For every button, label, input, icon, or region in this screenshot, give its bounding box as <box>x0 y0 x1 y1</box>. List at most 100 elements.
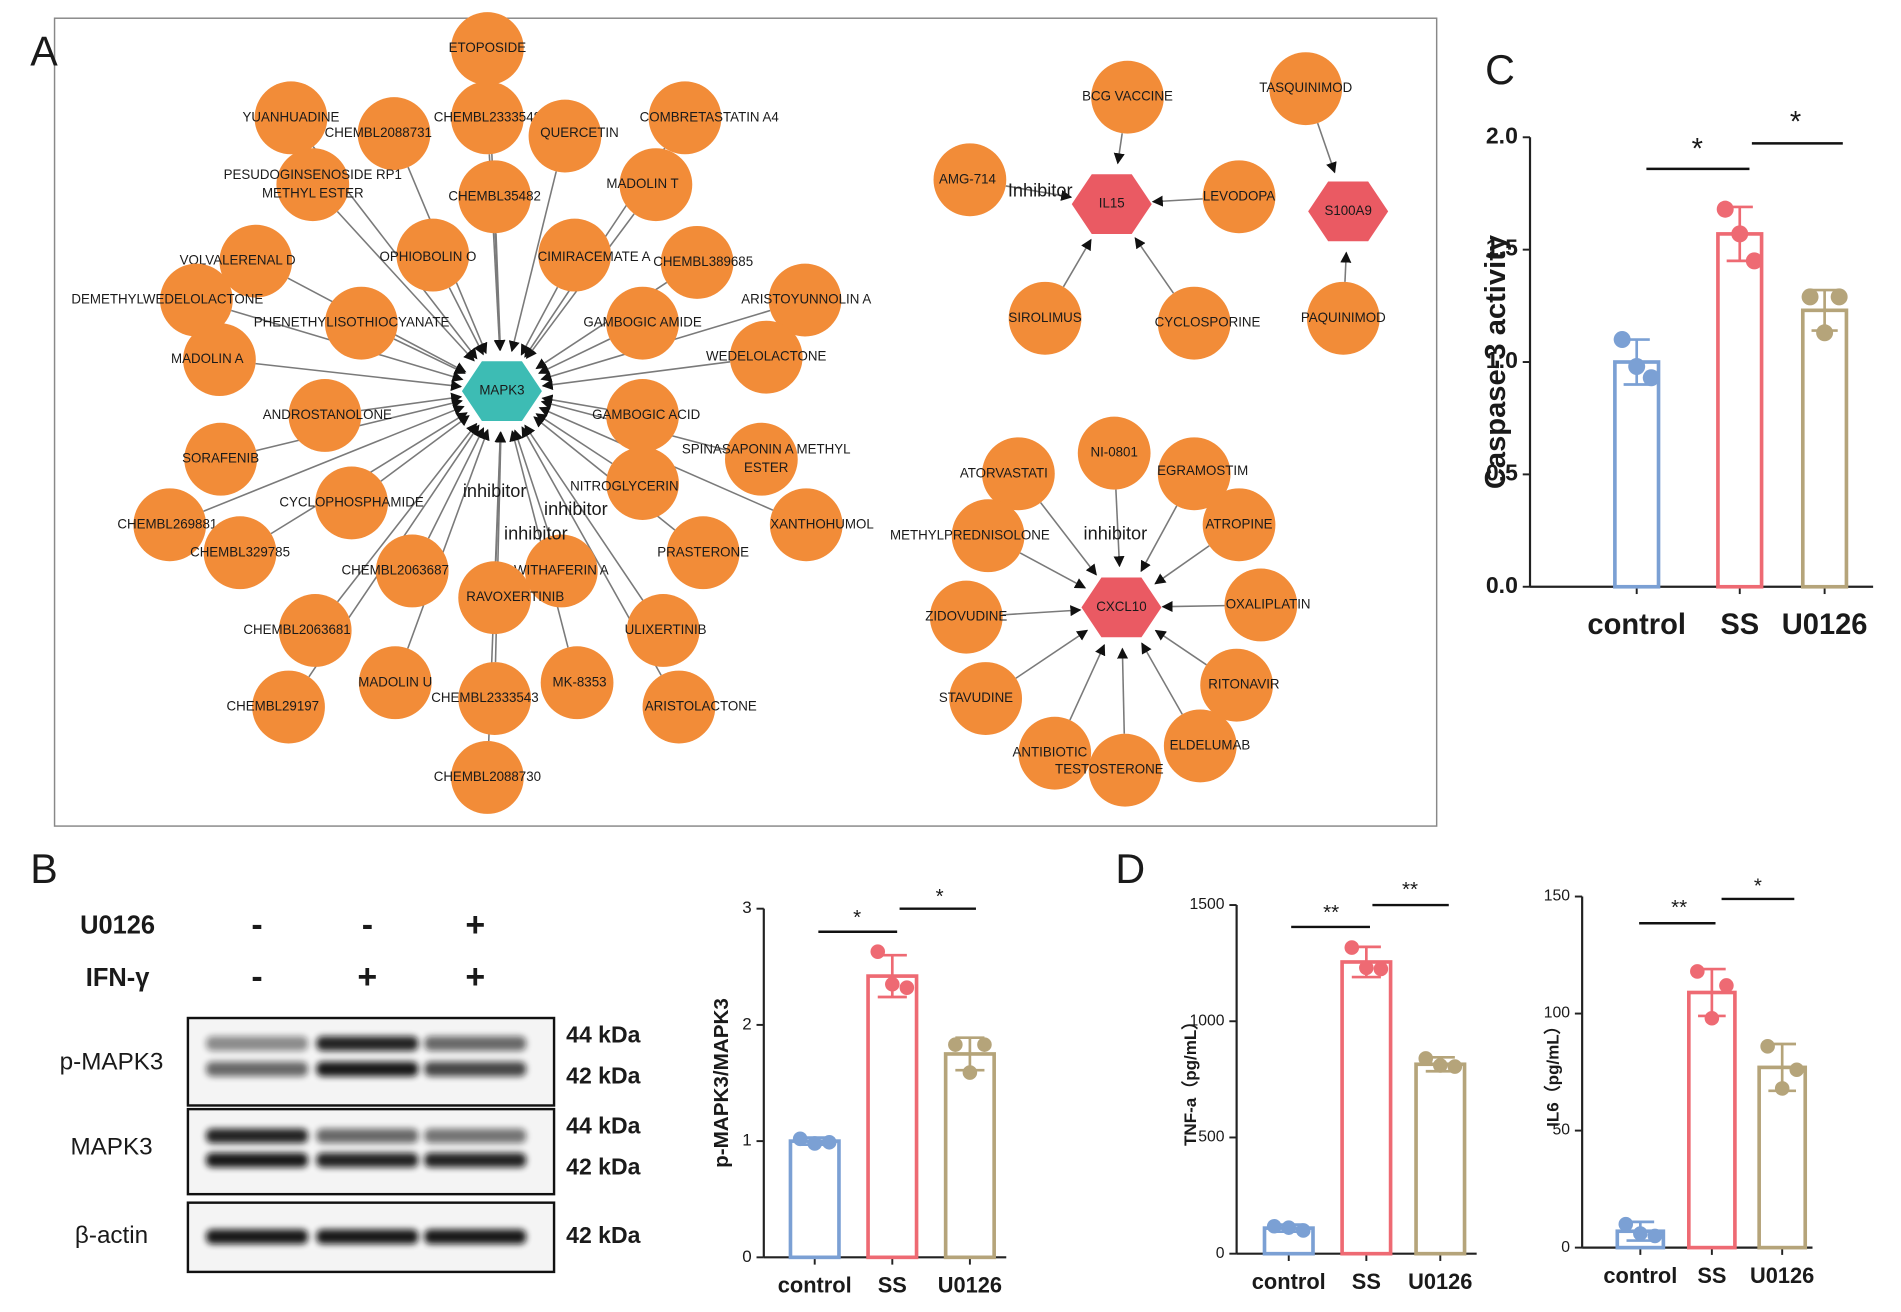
data-point <box>977 1037 992 1052</box>
data-point <box>1296 1223 1311 1238</box>
drug-node <box>524 534 598 608</box>
data-point <box>885 976 900 992</box>
drug-label: SORAFENIB <box>182 451 259 466</box>
treatment-sign: - <box>362 906 373 944</box>
drug-node <box>375 534 449 608</box>
target-node <box>1081 577 1162 638</box>
edge <box>1134 237 1175 294</box>
edge <box>1040 502 1097 576</box>
data-point <box>1266 1218 1282 1234</box>
edge <box>1062 238 1092 288</box>
drug-node <box>1163 709 1237 783</box>
drug-node <box>769 488 843 562</box>
y-axis-label: TNF-a（pg/mL） <box>1180 1013 1200 1146</box>
edge <box>1141 642 1183 715</box>
x-tick-label: control <box>1603 1263 1677 1288</box>
bar <box>1716 232 1764 589</box>
treatment-label: IFN-γ <box>86 964 150 992</box>
blot-band <box>424 1128 527 1144</box>
blot-size-label: 42 kDa <box>566 1154 640 1180</box>
x-tick-label: SS <box>1720 609 1759 641</box>
drug-label: LEVODOPA <box>1203 188 1275 203</box>
drug-node <box>929 580 1003 654</box>
drug-node <box>324 286 398 360</box>
drug-label: PHENETHYLISOTHIOCYANATE <box>254 315 450 330</box>
data-point <box>1359 960 1374 976</box>
drug-label: NI-0801 <box>1090 445 1137 460</box>
y-tick-label: 3 <box>742 898 751 917</box>
drug-node <box>606 379 679 452</box>
target-label: MAPK3 <box>479 383 524 398</box>
y-tick-label: 2.0 <box>1486 122 1518 148</box>
edge-label: inhibitor <box>1084 523 1148 543</box>
edge <box>1154 629 1207 666</box>
drug-node <box>982 437 1055 511</box>
drug-node <box>1088 733 1162 807</box>
drug-node <box>648 81 722 155</box>
drug-label: ESTER <box>744 460 788 475</box>
drug-node <box>458 662 532 735</box>
edge <box>1117 647 1129 734</box>
blot-band <box>316 1229 419 1244</box>
edge <box>509 430 569 648</box>
drug-label: CHEMBL2088730 <box>434 769 541 784</box>
y-tick-label: 1500 <box>1189 896 1224 913</box>
edge <box>203 405 465 512</box>
y-tick-label: 0 <box>1561 1239 1570 1256</box>
edge <box>1019 552 1087 589</box>
edge-label: inhibitor <box>544 499 608 519</box>
blot-band <box>316 1036 419 1051</box>
edge <box>427 427 485 539</box>
drug-node <box>768 263 842 337</box>
x-tick-label: U0126 <box>1782 609 1868 641</box>
edge <box>1113 133 1125 165</box>
data-point <box>807 1136 822 1151</box>
drug-node <box>1077 416 1151 490</box>
drug-node <box>1224 568 1298 642</box>
blot-band <box>424 1036 527 1051</box>
drug-label: XANTHOHUMOL <box>770 516 874 531</box>
treatment-sign: - <box>251 958 262 996</box>
data-point <box>1745 252 1763 270</box>
blot-band <box>424 1229 527 1244</box>
treatment-sign: + <box>465 958 485 996</box>
drug-node <box>949 662 1023 735</box>
drug-node <box>951 499 1025 573</box>
drug-label: ANDROSTANOLONE <box>263 407 392 422</box>
drug-node <box>1008 281 1082 355</box>
drug-node <box>1202 488 1276 562</box>
target-label: IL15 <box>1099 196 1125 211</box>
drug-label: VOLVALERENAL D <box>180 253 296 268</box>
drug-label: OXALIPLATIN <box>1226 597 1311 612</box>
blot-size-label: 44 kDa <box>566 1021 640 1047</box>
data-point <box>1760 1039 1775 1054</box>
drug-label: STAVUDINE <box>939 690 1013 705</box>
bar <box>943 1052 996 1260</box>
drug-node <box>626 594 700 667</box>
drug-node <box>538 218 612 292</box>
blot-size-label: 44 kDa <box>566 1112 640 1138</box>
edge <box>336 422 478 603</box>
data-point <box>1373 961 1389 977</box>
drug-node <box>1157 286 1231 360</box>
y-tick-label: 1.0 <box>1486 347 1518 373</box>
drug-label: CHEMBL329785 <box>190 544 290 559</box>
edge <box>1340 251 1352 282</box>
blot-row-label: β-actin <box>75 1222 148 1249</box>
drug-label: MK-8353 <box>552 674 606 689</box>
data-point <box>1647 1228 1663 1244</box>
drug-label: ATROPINE <box>1206 516 1273 531</box>
edge <box>393 338 466 374</box>
edge <box>1069 643 1106 721</box>
data-point <box>1281 1220 1297 1235</box>
drug-node <box>933 143 1007 217</box>
drug-node <box>184 422 258 496</box>
x-tick-label: SS <box>1697 1263 1726 1288</box>
drug-label: CHEMBL2333543 <box>431 690 538 705</box>
significance-label: * <box>1692 133 1703 165</box>
data-point <box>1704 1010 1720 1026</box>
edge <box>494 233 506 352</box>
significance-label: ** <box>1402 878 1418 901</box>
drug-node <box>606 286 679 360</box>
drug-label: ARISTOYUNNOLIN A <box>741 292 871 307</box>
